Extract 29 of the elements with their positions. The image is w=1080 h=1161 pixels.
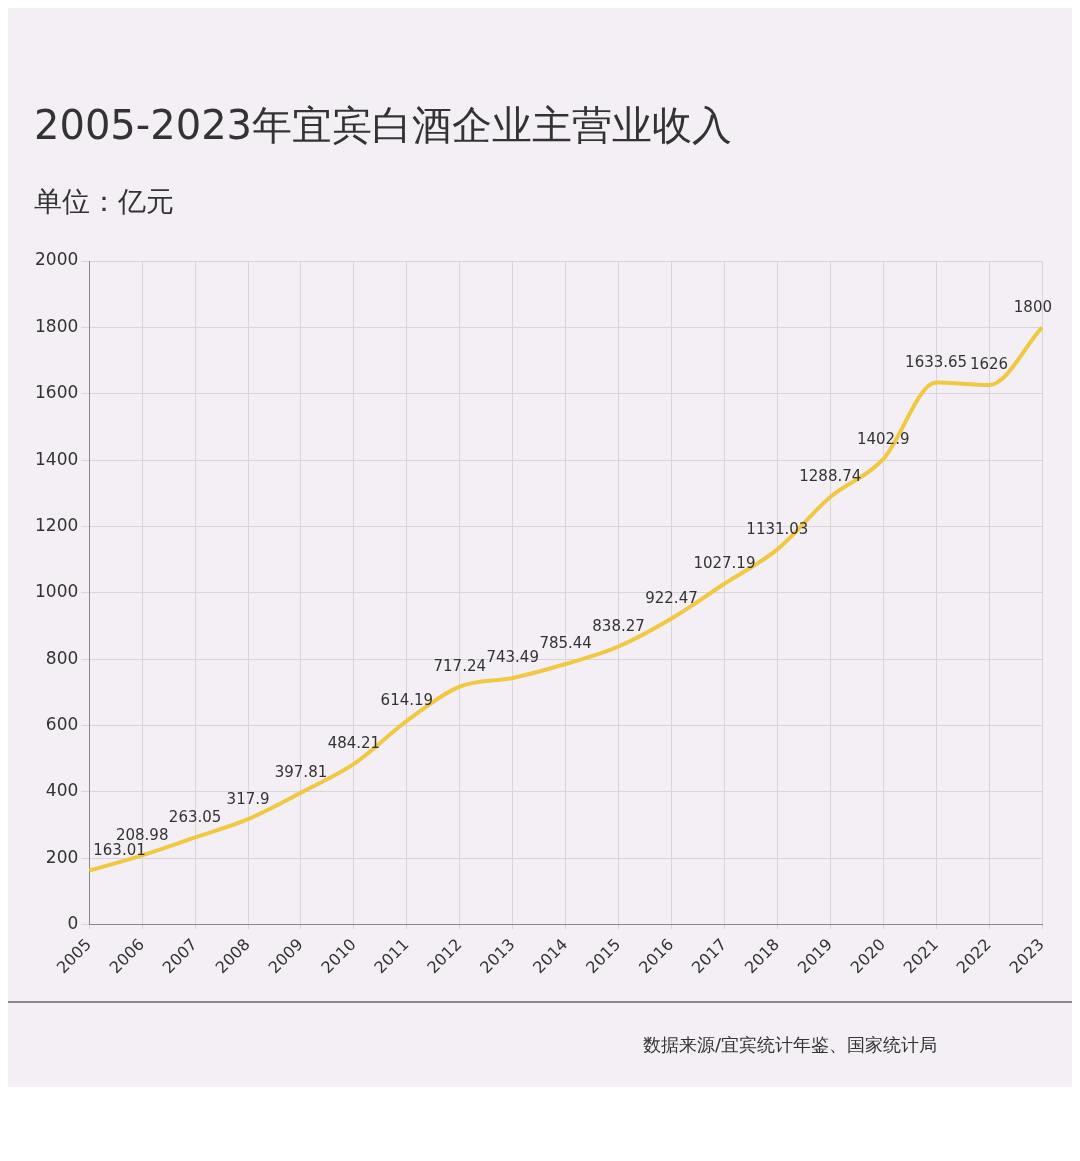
data-label: 785.44 <box>539 634 592 653</box>
y-tick-label: 2000 <box>35 249 79 270</box>
data-label: 1027.19 <box>693 554 756 573</box>
source-note: 数据来源/宜宾统计年鉴、国家统计局 <box>643 1033 939 1057</box>
data-label: 397.81 <box>274 763 328 782</box>
y-tick-label: 400 <box>45 780 79 801</box>
data-label: 1800 <box>1013 297 1053 316</box>
y-tick-label: 200 <box>45 846 79 867</box>
data-label: 317.9 <box>226 789 270 808</box>
chart-title: 2005-2023年宜宾白酒企业主营业收入 <box>33 101 734 150</box>
data-label: 1633.65 <box>905 352 968 371</box>
y-tick-label: 600 <box>45 713 79 734</box>
data-label: 614.19 <box>380 691 434 710</box>
y-tick-label: 1000 <box>35 581 79 602</box>
data-label: 743.49 <box>486 648 539 667</box>
data-label: 717.24 <box>433 657 487 676</box>
data-label: 1626 <box>969 355 1009 374</box>
data-label: 1288.74 <box>799 467 862 486</box>
y-tick-label: 1200 <box>35 514 79 535</box>
data-label: 922.47 <box>645 588 698 607</box>
data-label: 263.05 <box>168 807 222 826</box>
y-tick-label: 1800 <box>35 315 79 336</box>
y-tick-label: 0 <box>67 913 79 934</box>
data-label: 484.21 <box>327 734 381 753</box>
chart-subtitle: 单位：亿元 <box>33 184 175 220</box>
y-tick-label: 800 <box>45 647 79 668</box>
y-tick-label: 1400 <box>35 448 79 469</box>
y-tick-label: 1600 <box>35 382 79 403</box>
data-label: 838.27 <box>592 616 645 635</box>
